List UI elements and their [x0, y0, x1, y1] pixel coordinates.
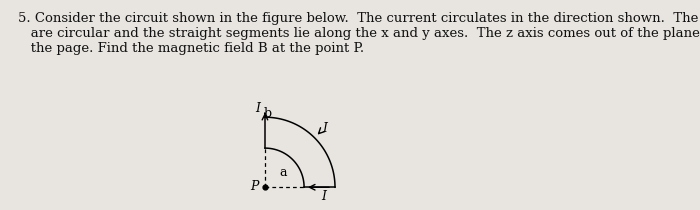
Text: P: P: [251, 180, 259, 193]
Text: a: a: [279, 165, 287, 178]
Text: the page. Find the magnetic field B at the point P.: the page. Find the magnetic field B at t…: [18, 42, 364, 55]
Text: b: b: [264, 107, 272, 119]
Text: 5. Consider the circuit shown in the figure below.  The current circulates in th: 5. Consider the circuit shown in the fig…: [18, 12, 700, 25]
Text: I: I: [256, 102, 260, 116]
Text: I: I: [321, 190, 326, 203]
Text: I: I: [322, 122, 328, 135]
Text: are circular and the straight segments lie along the x and y axes.  The z axis c: are circular and the straight segments l…: [18, 27, 700, 40]
